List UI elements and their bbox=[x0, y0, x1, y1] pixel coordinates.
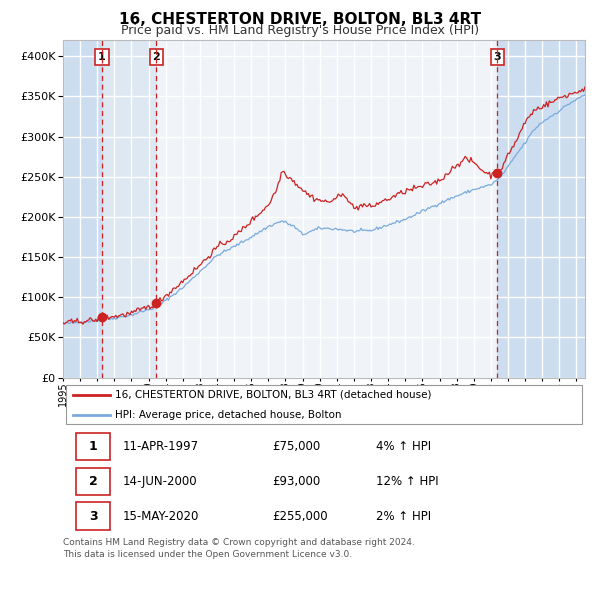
Text: Price paid vs. HM Land Registry's House Price Index (HPI): Price paid vs. HM Land Registry's House … bbox=[121, 24, 479, 37]
Text: 2: 2 bbox=[89, 475, 97, 488]
FancyBboxPatch shape bbox=[76, 433, 110, 460]
Text: 4% ↑ HPI: 4% ↑ HPI bbox=[376, 440, 431, 453]
Bar bbox=[102, 40, 156, 378]
Text: Contains HM Land Registry data © Crown copyright and database right 2024.: Contains HM Land Registry data © Crown c… bbox=[63, 538, 415, 547]
Bar bbox=[63, 40, 102, 378]
Text: 16, CHESTERTON DRIVE, BOLTON, BL3 4RT (detached house): 16, CHESTERTON DRIVE, BOLTON, BL3 4RT (d… bbox=[115, 390, 432, 400]
Text: 12% ↑ HPI: 12% ↑ HPI bbox=[376, 475, 439, 488]
Text: 14-JUN-2000: 14-JUN-2000 bbox=[123, 475, 197, 488]
Text: £93,000: £93,000 bbox=[272, 475, 320, 488]
Text: £255,000: £255,000 bbox=[272, 510, 328, 523]
Bar bbox=[497, 40, 585, 378]
Text: 11-APR-1997: 11-APR-1997 bbox=[123, 440, 199, 453]
Text: HPI: Average price, detached house, Bolton: HPI: Average price, detached house, Bolt… bbox=[115, 409, 342, 419]
Text: 3: 3 bbox=[89, 510, 97, 523]
Text: £75,000: £75,000 bbox=[272, 440, 320, 453]
Text: This data is licensed under the Open Government Licence v3.0.: This data is licensed under the Open Gov… bbox=[63, 550, 352, 559]
Text: 3: 3 bbox=[493, 52, 501, 62]
Text: 15-MAY-2020: 15-MAY-2020 bbox=[123, 510, 199, 523]
FancyBboxPatch shape bbox=[76, 468, 110, 495]
FancyBboxPatch shape bbox=[76, 503, 110, 530]
Text: 2: 2 bbox=[152, 52, 160, 62]
FancyBboxPatch shape bbox=[65, 385, 583, 424]
Text: 2% ↑ HPI: 2% ↑ HPI bbox=[376, 510, 431, 523]
Text: 1: 1 bbox=[89, 440, 97, 453]
Text: 1: 1 bbox=[98, 52, 106, 62]
Text: 16, CHESTERTON DRIVE, BOLTON, BL3 4RT: 16, CHESTERTON DRIVE, BOLTON, BL3 4RT bbox=[119, 12, 481, 27]
